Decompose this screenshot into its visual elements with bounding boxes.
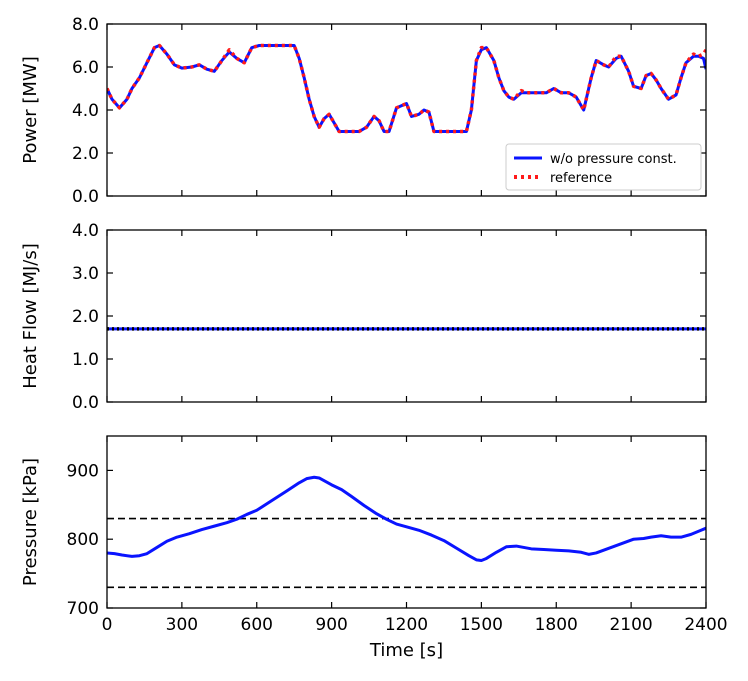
xtick-label: 2100 bbox=[609, 615, 652, 635]
xtick-label: 900 bbox=[315, 615, 347, 635]
pressure-panel: 700 800 900 0 300 600 900 1200 1500 1800 2100 2400 P… bbox=[20, 435, 728, 661]
power-ytick-label: 6.0 bbox=[72, 58, 99, 78]
xtick-label: 1800 bbox=[535, 615, 578, 635]
xtick-label: 300 bbox=[166, 615, 198, 635]
xtick-label: 1500 bbox=[460, 615, 503, 635]
legend: w/o pressure const. reference bbox=[505, 143, 702, 191]
heat-flow-ytick-label: 4.0 bbox=[72, 221, 99, 241]
power-panel: 0.0 2.0 4.0 6.0 8.0 Power [MW] w/o pressure co… bbox=[20, 15, 707, 207]
pressure-ytick-label: 900 bbox=[67, 461, 99, 481]
power-ylabel: Power [MW] bbox=[20, 56, 41, 164]
pressure-ytick-label: 700 bbox=[67, 599, 99, 619]
xtick-label: 2400 bbox=[684, 615, 727, 635]
heat-flow-ytick-label: 2.0 bbox=[72, 307, 99, 327]
legend-label-1: w/o pressure const. bbox=[550, 152, 677, 167]
pressure-ylabel: Pressure [kPa] bbox=[20, 458, 41, 586]
power-ytick-label: 4.0 bbox=[72, 101, 99, 121]
power-series-w-o-pressure-const- bbox=[107, 44, 706, 133]
heat-flow-ytick-label: 0.0 bbox=[72, 393, 99, 413]
xtick-label: 600 bbox=[241, 615, 273, 635]
heat-flow-ytick-label: 1.0 bbox=[72, 350, 99, 370]
power-ytick-label: 8.0 bbox=[72, 15, 99, 35]
pressure-series-line-1 bbox=[107, 475, 706, 563]
legend-label-2: reference bbox=[550, 171, 612, 186]
xlabel: Time [s] bbox=[369, 640, 443, 661]
heat-flow-frame bbox=[106, 229, 707, 403]
power-ytick-label: 2.0 bbox=[72, 144, 99, 164]
pressure-ytick-label: 800 bbox=[67, 530, 99, 550]
xtick-label: 1200 bbox=[385, 615, 428, 635]
pressure-frame bbox=[106, 435, 707, 609]
heat-flow-ytick-label: 3.0 bbox=[72, 264, 99, 284]
power-series-reference bbox=[107, 43, 706, 134]
xtick-label: 0 bbox=[102, 615, 113, 635]
power-ytick-label: 0.0 bbox=[72, 187, 99, 207]
heat-flow-ylabel: Heat Flow [MJ/s] bbox=[20, 243, 41, 389]
heat-flow-panel: 0.0 1.0 2.0 3.0 4.0 Heat Flow [MJ/s] bbox=[20, 221, 707, 413]
legend-box bbox=[505, 143, 702, 191]
